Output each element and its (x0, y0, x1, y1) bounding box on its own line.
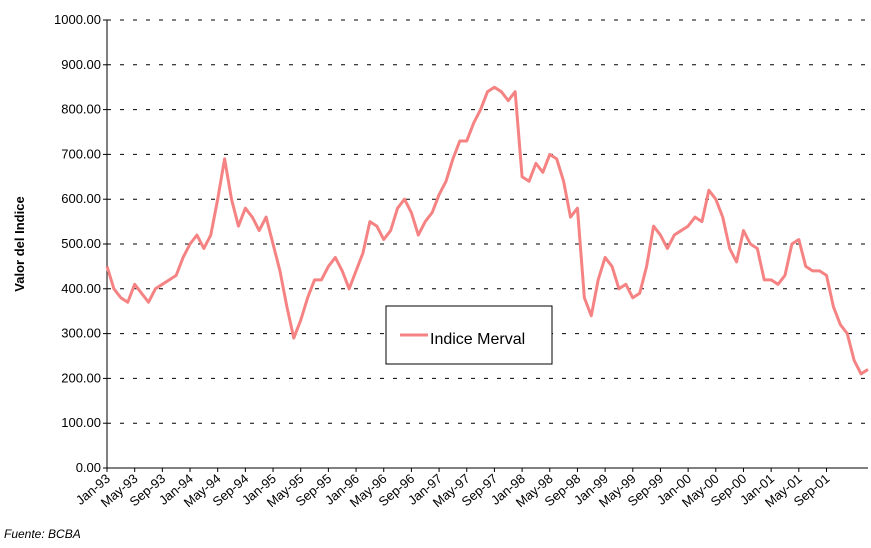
y-tick-label: 600.00 (61, 191, 101, 206)
y-tick-label: 700.00 (61, 146, 101, 161)
y-tick-label: 800.00 (61, 102, 101, 117)
data-line (105, 85, 869, 376)
y-tick-label: 1000.00 (54, 12, 101, 27)
legend-label: Indice Merval (430, 331, 525, 348)
legend-box (385, 305, 553, 365)
y-tick-label: 100.00 (61, 415, 101, 430)
y-tick-label: 300.00 (61, 326, 101, 341)
y-axis-title: Valor del Indice (12, 196, 27, 291)
y-tick-label: 400.00 (61, 281, 101, 296)
y-tick-label: 0.00 (76, 460, 101, 475)
y-tick-label: 200.00 (61, 370, 101, 385)
source-note: Fuente: BCBA (4, 527, 81, 541)
y-tick-label: 500.00 (61, 236, 101, 251)
y-tick-label: 900.00 (61, 57, 101, 72)
